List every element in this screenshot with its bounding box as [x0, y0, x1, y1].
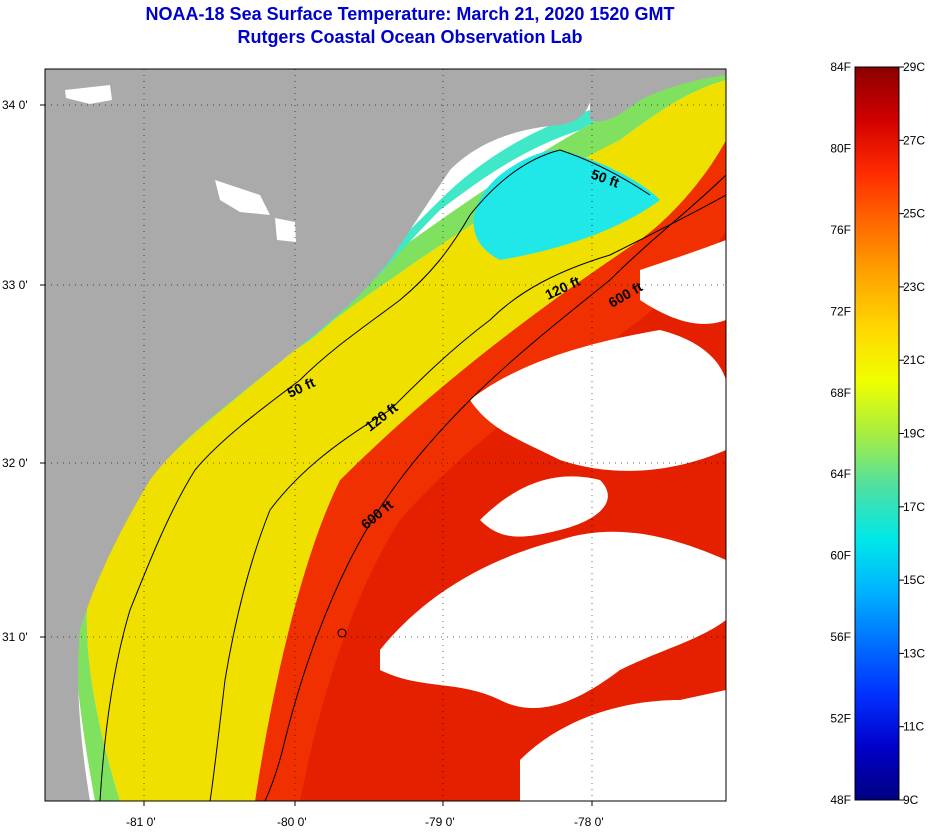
colorbar-labels: 84F 80F 76F 72F 68F 64F 60F 56F 52F 48F 29C 27C 25C 2…: [830, 60, 925, 807]
land-mass: [590, 69, 726, 122]
cloud-mass: [380, 531, 726, 709]
colorbar-celsius-label: 29C: [903, 60, 925, 74]
colorbar-celsius-label: 13C: [903, 646, 925, 660]
colorbar-celsius-label: 27C: [903, 133, 925, 147]
colorbar-fahrenheit-label: 48F: [830, 793, 851, 807]
lat-tick-label: 34 0': [2, 98, 28, 112]
lon-tick-label: -78 0': [574, 815, 604, 829]
cold-bay-water: [473, 150, 660, 260]
cloud-over-land: [65, 85, 296, 242]
isobath-50ft: [99, 149, 651, 801]
isobath-600ft: [264, 174, 726, 801]
cloud-mass: [520, 690, 726, 801]
cloud-mass: [640, 240, 726, 324]
isobath-120ft: [209, 194, 726, 801]
colorbar-celsius-label: 11C: [903, 720, 924, 734]
lat-tick-label: 31 0': [2, 630, 28, 644]
map-subtitle: Rutgers Coastal Ocean Observation Lab: [237, 27, 583, 47]
graticule: [45, 69, 726, 801]
colorbar-celsius-label: 9C: [903, 793, 919, 807]
lon-tick-label: -81 0': [126, 815, 156, 829]
axis-ticks: [40, 104, 593, 806]
cloud-mass: [480, 476, 608, 537]
colorbar-fahrenheit-label: 76F: [830, 223, 851, 237]
land-mass: [45, 69, 592, 801]
colorbar-celsius-label: 15C: [903, 573, 925, 587]
colorbar-fahrenheit-label: 72F: [830, 304, 851, 318]
colorbar-fahrenheit-label: 80F: [830, 141, 851, 155]
colorbar-fahrenheit-label: 56F: [830, 630, 851, 644]
colorbar-celsius-label: 19C: [903, 427, 925, 441]
colorbar-fahrenheit-label: 52F: [830, 712, 851, 726]
lon-tick-label: -80 0': [277, 815, 307, 829]
lon-tick-label: -79 0': [425, 815, 455, 829]
lat-tick-label: 33 0': [2, 278, 28, 292]
map-frame: [44, 68, 727, 802]
map-title: NOAA-18 Sea Surface Temperature: March 2…: [145, 4, 675, 24]
colorbar-fahrenheit-label: 84F: [830, 60, 851, 74]
colorbar-fahrenheit-label: 68F: [830, 386, 851, 400]
colorbar-celsius-label: 23C: [903, 280, 925, 294]
colorbar: [854, 66, 900, 801]
shelf-water: [86, 80, 726, 801]
colorbar-fahrenheit-label: 64F: [830, 467, 851, 481]
lat-tick-label: 32 0': [2, 456, 28, 470]
colorbar-fahrenheit-label: 60F: [830, 549, 851, 563]
cloud-mass: [470, 330, 726, 471]
colorbar-celsius-label: 17C: [903, 500, 925, 514]
colorbar-celsius-label: 21C: [903, 353, 925, 367]
colorbar-celsius-label: 25C: [903, 207, 925, 221]
